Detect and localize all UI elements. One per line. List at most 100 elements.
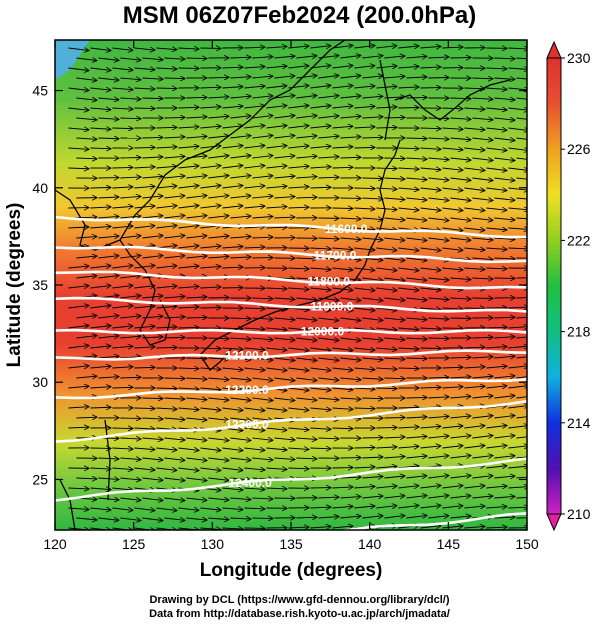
wind-arrow — [288, 86, 308, 88]
wind-arrow — [376, 188, 396, 189]
wind-arrow — [200, 348, 220, 349]
wind-arrow — [244, 206, 264, 208]
wind-arrow — [244, 428, 264, 430]
wind-arrow — [508, 386, 527, 388]
wind-arrow — [398, 87, 418, 88]
wind-arrow — [486, 466, 506, 468]
wind-arrow — [76, 336, 96, 338]
wind-arrow — [354, 66, 374, 68]
wind-arrow — [376, 66, 396, 68]
wind-arrow — [134, 428, 154, 429]
wind-arrow — [230, 116, 250, 118]
wind-arrow — [266, 488, 286, 489]
wind-arrow — [508, 108, 527, 110]
wind-arrow — [120, 196, 140, 198]
wind-arrow — [288, 46, 308, 48]
wind-arrow — [354, 467, 374, 468]
wind-arrow — [464, 88, 484, 89]
wind-arrow — [442, 208, 462, 210]
wind-arrow — [420, 426, 440, 428]
wind-arrow — [112, 68, 132, 70]
wind-arrow — [362, 278, 382, 280]
wind-arrow — [464, 367, 484, 368]
wind-arrow — [406, 397, 426, 398]
wind-arrow — [406, 456, 426, 458]
wind-arrow — [464, 188, 484, 190]
wind-arrow — [406, 56, 426, 58]
wind-arrow — [398, 348, 418, 349]
x-tick-label: 140 — [358, 536, 382, 552]
y-axis-ticks: 25 30 35 40 45 — [32, 83, 527, 487]
wind-arrow — [450, 496, 470, 498]
wind-arrow — [68, 386, 88, 388]
wind-arrow — [362, 117, 382, 118]
wind-arrow — [178, 127, 198, 128]
colorbar: 210 214 218 222 226 230 — [546, 40, 591, 532]
wind-arrow — [252, 136, 272, 138]
wind-arrow — [186, 358, 206, 359]
wind-arrow — [98, 78, 118, 80]
wind-arrow — [208, 236, 228, 238]
wind-arrow — [98, 58, 118, 60]
wind-arrow — [252, 176, 272, 178]
wind-arrow — [68, 168, 88, 169]
wind-arrow — [332, 348, 352, 350]
colorbar-tick-label: 230 — [567, 50, 591, 66]
wind-arrow — [472, 178, 492, 180]
wind-arrow — [296, 458, 316, 459]
wind-arrow — [354, 308, 374, 310]
wind-arrow — [354, 388, 374, 389]
wind-arrow — [274, 176, 294, 178]
wind-arrow — [120, 438, 140, 439]
wind-arrow — [68, 88, 88, 90]
wind-arrow — [90, 48, 110, 50]
wind-arrow — [318, 338, 338, 340]
wind-arrow — [486, 88, 506, 89]
contour-line — [55, 296, 527, 313]
wind-arrow — [450, 377, 470, 378]
wind-arrow — [310, 388, 330, 390]
wind-arrow — [420, 208, 440, 210]
wind-arrow — [354, 147, 374, 148]
wind-arrow — [90, 286, 110, 288]
wind-arrow — [376, 288, 396, 290]
wind-arrow — [142, 438, 162, 440]
wind-arrow — [90, 266, 110, 268]
wind-arrow — [120, 316, 140, 318]
wind-arrow — [406, 358, 426, 359]
wind-arrow — [178, 368, 198, 369]
wind-arrow — [90, 366, 110, 368]
wind-arrow — [464, 208, 484, 210]
contour-label: 12200.0 — [225, 383, 269, 397]
wind-arrow — [376, 228, 396, 230]
wind-arrow — [164, 117, 184, 118]
wind-arrow — [120, 276, 140, 278]
wind-arrow — [340, 516, 360, 518]
wind-arrow — [222, 488, 242, 490]
y-axis-label: Latitude (degrees) — [4, 203, 25, 368]
wind-arrow — [164, 317, 184, 318]
wind-arrow — [120, 498, 140, 500]
wind-arrow — [362, 258, 382, 260]
wind-arrow — [244, 508, 264, 509]
wind-arrow — [208, 338, 228, 339]
wind-arrow — [486, 108, 506, 110]
wind-arrow — [332, 308, 352, 310]
wind-arrow — [120, 58, 140, 60]
wind-arrow — [310, 167, 330, 168]
wind-arrow — [376, 348, 396, 350]
wind-arrow — [420, 308, 440, 310]
wind-arrow — [376, 268, 396, 270]
wind-arrow — [112, 488, 132, 490]
wind-arrow — [274, 116, 294, 118]
wind-arrow — [310, 448, 330, 449]
wind-arrow — [420, 148, 440, 149]
wind-arrow — [296, 517, 316, 518]
wind-arrow — [244, 368, 264, 370]
wind-arrow — [406, 238, 426, 240]
wind-arrow — [332, 208, 352, 209]
wind-arrow — [376, 388, 396, 389]
wind-arrow — [398, 427, 418, 428]
wind-arrow — [296, 278, 316, 279]
wind-arrow — [244, 488, 264, 489]
